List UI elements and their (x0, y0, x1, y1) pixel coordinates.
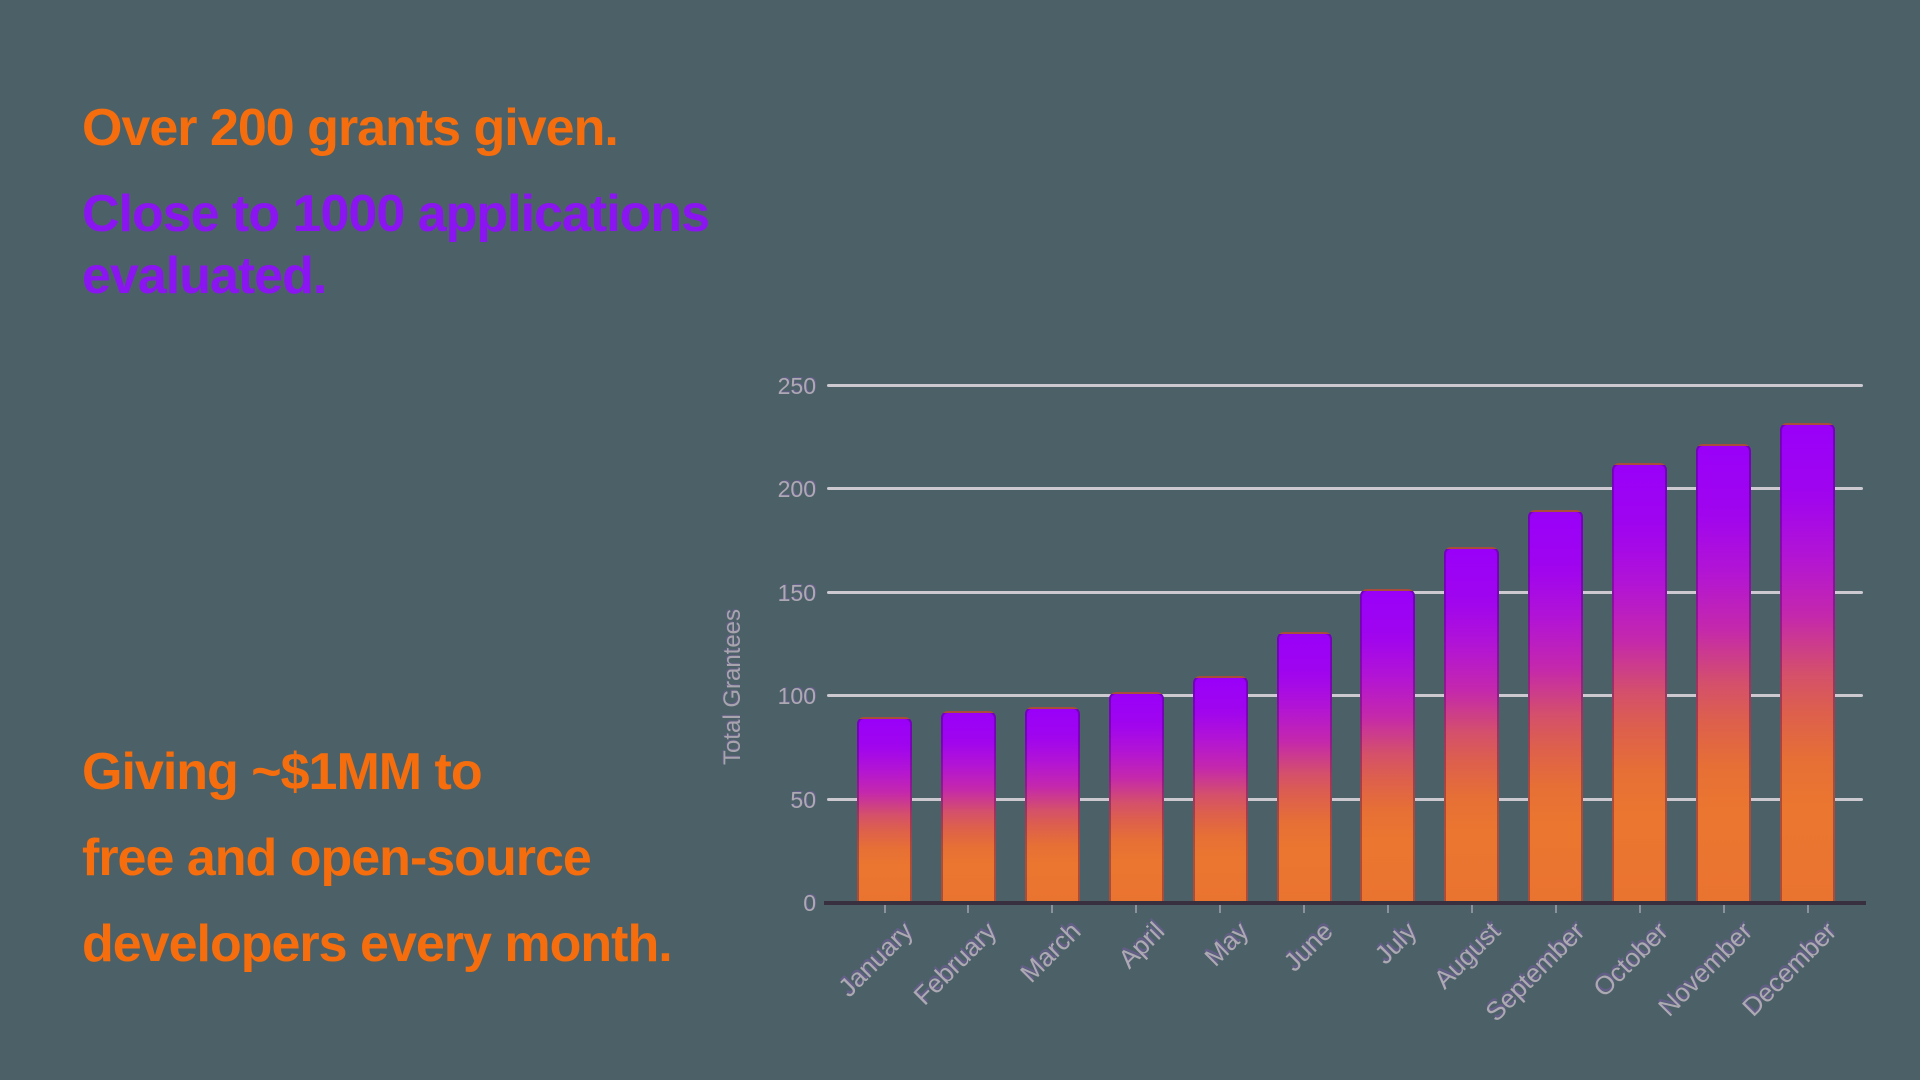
x-tick-mark-september (1554, 905, 1557, 913)
y-axis-title: Total Grantees (719, 608, 746, 766)
x-tick-mark-april (1135, 905, 1138, 913)
gridline-50 (827, 797, 1863, 801)
bar-november[interactable] (1696, 443, 1752, 903)
x-label-june: June (1277, 916, 1339, 978)
bar-june[interactable] (1276, 632, 1332, 903)
x-label-july: July (1368, 916, 1423, 970)
bar-october[interactable] (1612, 462, 1668, 903)
bar-august[interactable] (1444, 547, 1500, 903)
y-tick-label-100: 100 (777, 683, 816, 710)
headline-giving-line-2: free and open-source (82, 829, 592, 887)
x-label-may: May (1198, 916, 1255, 972)
y-tick-label-200: 200 (777, 476, 816, 503)
x-tick-mark-january (883, 905, 886, 913)
gridline-250 (827, 384, 1863, 387)
x-label-march: March (1014, 916, 1087, 989)
x-tick-mark-may (1219, 905, 1222, 913)
bar-january[interactable] (857, 716, 912, 903)
headline-giving-line-1: Giving ~$1MM to (82, 743, 483, 801)
bar-september[interactable] (1528, 510, 1584, 903)
x-tick-mark-march (1051, 905, 1054, 913)
bar-december[interactable] (1780, 423, 1835, 903)
y-tick-label-150: 150 (777, 579, 816, 606)
x-tick-mark-june (1303, 905, 1306, 913)
headline-giving-line-3: developers every month. (82, 915, 673, 973)
x-tick-mark-december (1806, 905, 1809, 913)
x-tick-mark-july (1386, 905, 1389, 913)
headline-bottom: Giving ~$1MM to free and open-source dev… (82, 741, 752, 999)
x-tick-mark-november (1722, 905, 1725, 913)
x-axis-line (824, 901, 1866, 905)
x-label-february: February (907, 916, 1003, 1011)
x-label-january: January (832, 916, 919, 1003)
x-tick-mark-february (967, 905, 970, 913)
y-tick-label-50: 50 (790, 786, 816, 813)
bar-may[interactable] (1192, 675, 1248, 903)
x-label-august: August (1427, 916, 1507, 995)
x-tick-mark-october (1638, 905, 1641, 913)
headline-applications: Close to 1000 applications evaluated. (82, 185, 710, 305)
bar-april[interactable] (1108, 692, 1164, 903)
headline-grants: Over 200 grants given. (82, 99, 619, 157)
y-tick-label-250: 250 (777, 373, 816, 399)
gridline-150 (827, 590, 1863, 594)
bar-february[interactable] (940, 710, 996, 903)
x-label-april: April (1112, 916, 1171, 974)
gridline-100 (827, 694, 1863, 698)
headline-top: Over 200 grants given. Close to 1000 app… (82, 97, 752, 331)
bar-july[interactable] (1360, 588, 1416, 903)
gridline-200 (827, 487, 1863, 491)
y-tick-label-0: 0 (803, 890, 816, 916)
x-tick-mark-august (1470, 905, 1473, 913)
bar-march[interactable] (1024, 706, 1080, 903)
